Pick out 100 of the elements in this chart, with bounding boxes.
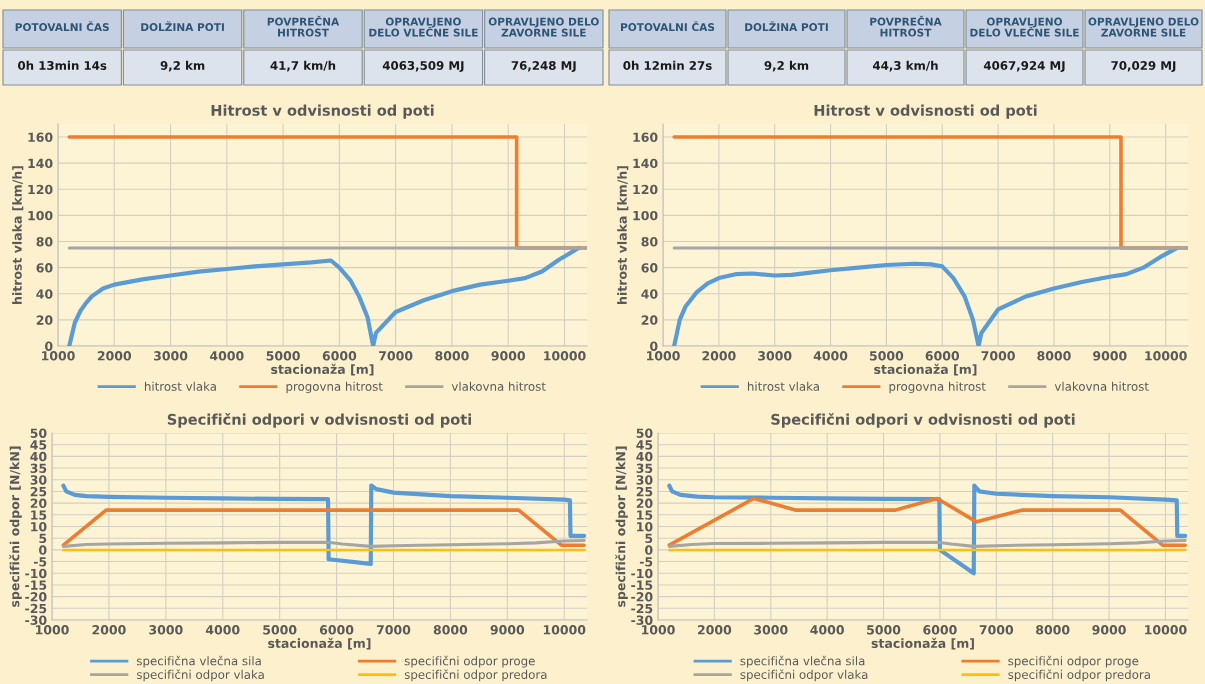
y-tick-label: 40 [641, 289, 658, 299]
y-tick-label: -30 [631, 615, 653, 625]
x-tick-label: 3000 [153, 351, 188, 361]
text: 76,248 MJ [511, 61, 576, 73]
legend-label: hitrost vlaka [747, 381, 819, 391]
legend-label: specifični odpor vlaka [137, 669, 264, 682]
chart-title: Hitrost v odvisnosti od poti [211, 104, 434, 119]
y-tick-label: 50 [636, 428, 653, 438]
x-tick-label: 5000 [263, 625, 297, 635]
text: 9,2 km [764, 60, 809, 72]
y-tick-label: 35 [636, 463, 653, 473]
category-label: DOLŽINA POTI [141, 21, 224, 32]
text: 0h 12min 27s [623, 60, 712, 70]
category-label: OPRAVLJENO DELO VLEČNE SILE [369, 17, 478, 37]
y-tick-label: 20 [636, 498, 653, 509]
y-tick-label: 25 [30, 486, 47, 497]
category-label: POTOVALNI ČAS [621, 21, 715, 32]
legend-label: specifična vlečna sila [137, 655, 261, 668]
x-tick-label: 7000 [379, 351, 413, 361]
y-tick-label: 140 [633, 158, 658, 169]
x-tick-label: 6000 [923, 625, 957, 635]
y-tick-label: 20 [641, 315, 658, 325]
text: 70,029 MJ [1111, 61, 1176, 73]
x-tick-label: 1000 [42, 351, 75, 361]
y-tick-label: 0 [39, 545, 47, 555]
x-tick-label: 1000 [36, 625, 69, 635]
x-tick-label: 6000 [322, 351, 357, 361]
y-axis-title: specifični odpor [N/kN] [9, 446, 22, 607]
x-axis-title: stacionaža [m] [271, 363, 374, 376]
y-tick-label: 25 [636, 486, 653, 497]
x-tick-label: 1000 [647, 351, 680, 361]
x-tick-label: 10000 [544, 351, 586, 361]
y-tick-label: 15 [31, 510, 47, 520]
category-label: POTOVALNI ČAS [15, 21, 109, 32]
y-tick-label: 30 [636, 475, 653, 485]
x-tick-label: 4000 [210, 351, 244, 361]
y-tick-label: -5 [639, 557, 653, 567]
y-tick-label: 15 [637, 510, 653, 520]
x-tick-label: 10000 [1145, 625, 1187, 635]
legend-label: progovna hitrost [889, 381, 986, 394]
y-tick-label: -10 [25, 568, 47, 579]
x-tick-label: 2000 [92, 625, 126, 635]
y-tick-label: 160 [28, 132, 53, 142]
category-label: OPRAVLJENO DELO ZAVORNE SILE [488, 17, 599, 37]
x-tick-label: 5000 [266, 351, 300, 361]
x-axis-title: stacionaža [m] [871, 637, 974, 650]
x-tick-label: 7000 [376, 625, 411, 635]
y-tick-label: -15 [25, 580, 47, 590]
x-tick-label: 4000 [813, 351, 848, 361]
y-tick-label: 40 [36, 289, 53, 299]
x-tick-label: 5000 [869, 351, 904, 361]
y-tick-label: -5 [33, 557, 47, 567]
text: 4067,924 MJ [983, 61, 1065, 73]
x-tick-label: 9000 [490, 625, 525, 635]
category-label: OPRAVLJENO DELO VLEČNE SILE [970, 17, 1079, 37]
x-tick-label: 5000 [867, 625, 901, 635]
y-tick-label: 20 [36, 315, 53, 325]
y-tick-label: 40 [636, 451, 653, 462]
y-tick-label: 45 [30, 440, 47, 450]
y-axis-title: hitrost vlaka [km/h] [12, 166, 24, 304]
y-tick-label: 50 [30, 428, 47, 438]
legend-label: specifični odpor predora [1008, 669, 1150, 682]
y-tick-label: 40 [30, 451, 47, 462]
y-tick-label: 60 [36, 263, 53, 273]
y-tick-label: 20 [30, 498, 47, 509]
x-tick-label: 8000 [433, 625, 468, 635]
x-tick-label: 2000 [697, 625, 732, 635]
x-tick-label: 6000 [925, 351, 960, 361]
chart-title: Specifični odpori v odvisnosti od poti [167, 413, 471, 428]
legend-label: progovna hitrost [286, 381, 383, 394]
x-tick-label: 9000 [1092, 625, 1126, 635]
y-tick-label: 0 [45, 341, 53, 351]
legend-label: specifični odpor proge [1008, 655, 1139, 668]
x-tick-label: 1000 [642, 625, 675, 635]
y-tick-label: 140 [28, 158, 53, 169]
y-tick-label: 5 [645, 533, 653, 544]
x-tick-label: 2000 [702, 351, 736, 361]
y-tick-label: 60 [641, 263, 658, 273]
y-tick-label: -30 [25, 615, 47, 625]
x-axis-title: stacionaža [m] [874, 363, 977, 376]
chart-title: Hitrost v odvisnosti od poti [814, 104, 1037, 119]
y-tick-label: 30 [30, 475, 47, 485]
y-tick-label: -10 [631, 568, 653, 579]
y-tick-label: 80 [36, 237, 53, 247]
line-series [61, 483, 587, 566]
x-tick-label: 3000 [758, 351, 792, 361]
y-tick-label: 10 [637, 521, 653, 532]
y-tick-label: -25 [631, 603, 653, 614]
y-tick-label: 100 [633, 210, 658, 221]
text: 4063,509 MJ [382, 61, 464, 73]
y-tick-label: 100 [28, 210, 53, 221]
x-tick-label: 9000 [491, 351, 526, 361]
legend-label: vlakovna hitrost [451, 381, 546, 391]
y-tick-label: -15 [631, 580, 653, 590]
y-tick-label: -25 [25, 603, 47, 614]
y-axis-title: specifični odpor [N/kN] [615, 446, 628, 607]
x-tick-label: 10000 [1145, 351, 1187, 361]
text: 0h 13min 14s [18, 60, 107, 70]
x-tick-label: 3000 [149, 625, 183, 635]
x-tick-label: 8000 [435, 351, 469, 361]
